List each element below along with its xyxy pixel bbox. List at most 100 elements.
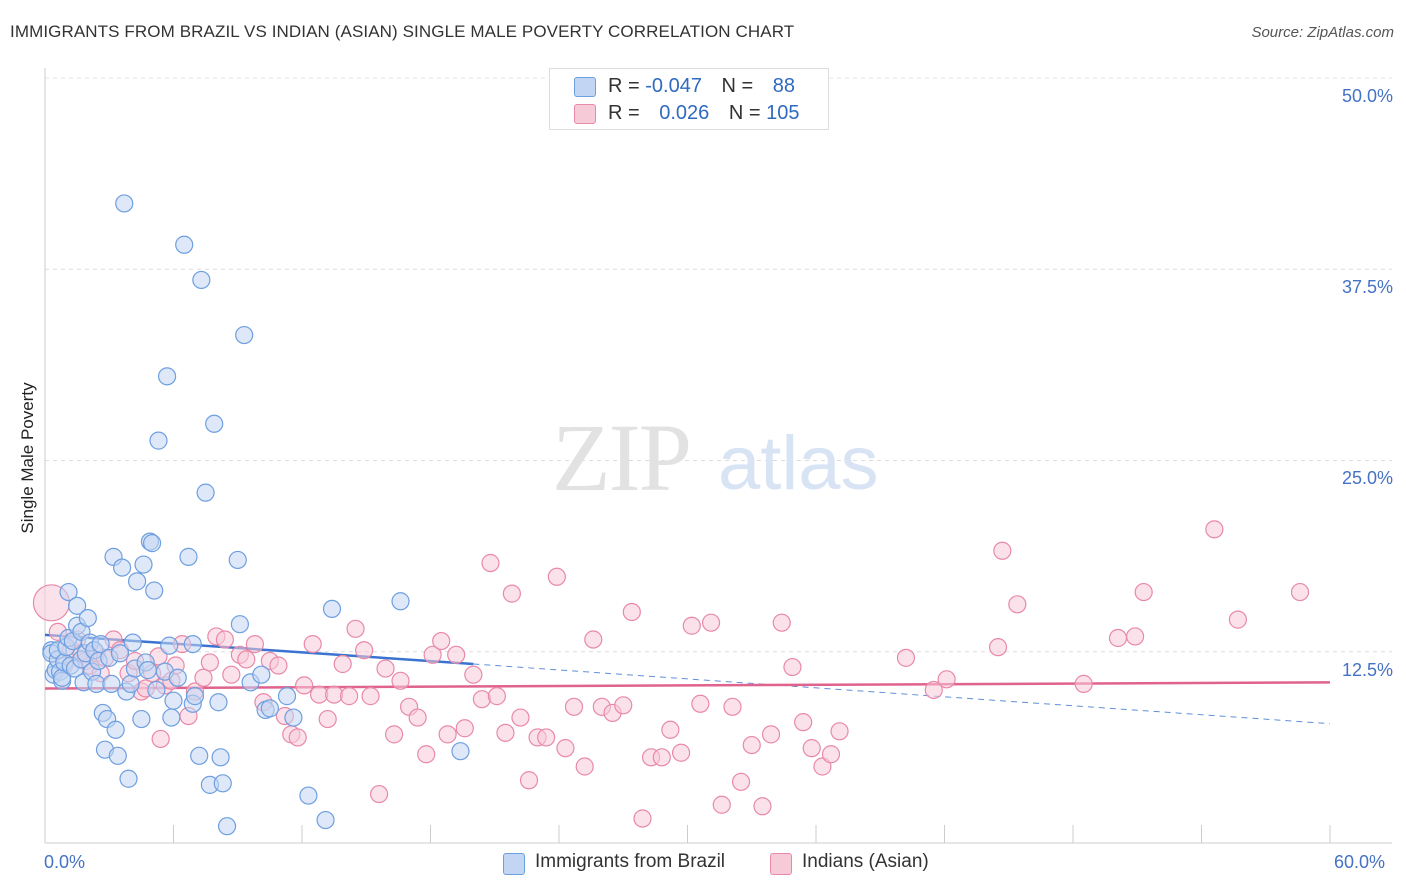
data-point-indian — [303, 634, 322, 654]
data-point-indian — [830, 722, 849, 741]
data-point-brazil — [68, 596, 87, 615]
data-point-indian — [993, 541, 1012, 560]
legend-n-value-indian: 105 — [766, 102, 800, 124]
data-points — [32, 194, 1310, 836]
legend-n-label: N = — [728, 102, 761, 124]
y-tick-label-25: 25.0% — [1341, 468, 1393, 488]
data-point-indian — [519, 771, 539, 790]
watermark-zip: ZIP — [552, 404, 692, 511]
series-label-indian: Indians (Asian) — [802, 851, 929, 872]
data-point-indian — [464, 665, 483, 684]
data-point-indian — [511, 708, 530, 727]
data-point-indian — [370, 784, 389, 804]
data-point-indian — [215, 630, 234, 649]
watermark-atlas: atlas — [718, 421, 879, 506]
chart-title: IMMIGRANTS FROM BRAZIL VS INDIAN (ASIAN)… — [10, 22, 795, 41]
data-point-indian — [355, 641, 374, 660]
data-point-indian — [423, 645, 442, 664]
data-point-brazil — [235, 325, 254, 345]
y-axis-label: Single Male Poverty — [18, 382, 37, 534]
data-point-brazil — [190, 746, 209, 765]
data-point-indian — [318, 709, 337, 729]
data-point-indian — [937, 670, 956, 689]
data-point-indian — [682, 616, 701, 635]
data-point-indian — [447, 645, 466, 664]
legend-r-value-brazil: -0.047 — [645, 75, 702, 97]
correlation-legend: R = -0.047 N = 88 R = 0.026 N = 105 — [549, 68, 829, 130]
data-point-indian — [376, 659, 395, 678]
data-point-brazil — [183, 634, 202, 654]
data-point-indian — [575, 757, 594, 776]
data-point-brazil — [121, 674, 140, 693]
data-point-brazil — [59, 582, 78, 602]
data-point-indian — [821, 745, 841, 764]
data-point-indian — [346, 619, 365, 638]
data-point-brazil — [108, 746, 127, 765]
data-point-brazil — [91, 634, 110, 654]
data-point-indian — [731, 772, 751, 791]
trend-line-dashed-brazil — [473, 663, 1331, 725]
data-point-indian — [712, 795, 731, 814]
data-point-brazil — [164, 691, 183, 710]
data-point-brazil — [142, 534, 162, 553]
data-point-indian — [1205, 520, 1224, 539]
data-point-indian — [988, 638, 1008, 657]
data-point-brazil — [127, 572, 147, 591]
data-point-indian — [200, 653, 220, 672]
data-point-indian — [269, 656, 288, 675]
legend-n-label: N = — [721, 75, 754, 97]
data-point-indian — [1228, 610, 1248, 629]
axes — [44, 68, 1392, 844]
data-point-indian — [742, 735, 761, 755]
data-point-brazil — [134, 555, 153, 574]
data-point-indian — [361, 687, 380, 706]
data-point-indian — [723, 697, 742, 716]
data-point-brazil — [102, 674, 121, 693]
chart-source: Source: ZipAtlas.com — [1251, 24, 1394, 41]
legend-r-value-indian: 0.026 — [659, 102, 710, 124]
data-point-indian — [325, 685, 344, 704]
data-point-brazil — [110, 644, 130, 663]
data-point-indian — [537, 728, 556, 747]
data-point-brazil — [175, 235, 194, 254]
data-point-indian — [794, 713, 813, 732]
data-point-indian — [384, 725, 404, 744]
data-point-indian — [245, 634, 264, 654]
data-point-indian — [1126, 627, 1145, 646]
data-point-indian — [1074, 674, 1093, 693]
data-point-indian — [564, 697, 584, 716]
data-point-indian — [438, 725, 457, 744]
data-point-brazil — [277, 687, 297, 706]
data-point-brazil — [391, 592, 410, 611]
data-point-indian — [481, 553, 500, 573]
data-point-indian — [547, 567, 566, 586]
y-tick-label-50: 50.0% — [1341, 86, 1393, 106]
data-point-indian — [1008, 595, 1027, 614]
series-swatch-indian — [770, 853, 792, 875]
data-point-brazil — [211, 748, 230, 767]
series-label-brazil: Immigrants from Brazil — [535, 851, 726, 872]
x-tick-label-max: 60.0% — [1334, 852, 1386, 872]
data-point-indian — [691, 694, 710, 713]
data-point-indian — [772, 613, 791, 632]
data-point-brazil — [192, 270, 211, 290]
data-point-brazil — [196, 483, 215, 502]
data-point-indian — [652, 748, 671, 767]
data-point-brazil — [322, 599, 342, 619]
data-point-indian — [614, 696, 633, 715]
series-swatch-brazil — [503, 853, 525, 875]
data-point-brazil — [78, 608, 97, 628]
data-point-indian — [455, 719, 474, 738]
data-point-indian — [556, 739, 575, 758]
data-point-indian — [222, 665, 241, 684]
gridlines — [45, 77, 1392, 653]
data-point-indian — [671, 743, 691, 762]
data-point-indian — [924, 680, 943, 700]
data-point-brazil — [162, 708, 181, 727]
data-point-brazil — [179, 547, 198, 566]
data-point-indian — [288, 728, 307, 747]
data-point-indian — [753, 797, 772, 816]
data-point-indian — [701, 613, 721, 632]
data-point-indian — [432, 631, 451, 651]
